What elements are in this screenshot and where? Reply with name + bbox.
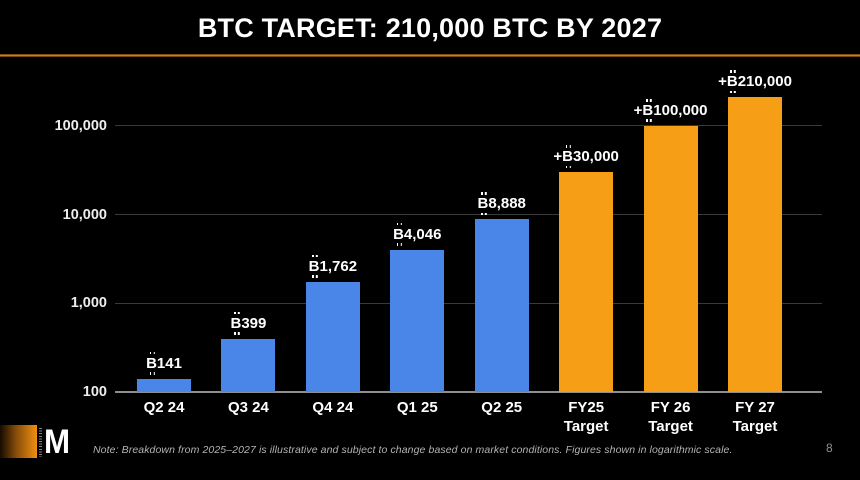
bar bbox=[559, 172, 614, 392]
x-axis-tick-label: FY 27 Target bbox=[732, 399, 778, 435]
btc-icon: B bbox=[726, 70, 738, 94]
bar-value-label: +B210,000 bbox=[718, 70, 792, 94]
x-axis-tick-label: FY25 Target bbox=[563, 399, 609, 435]
x-axis-tick-label: FY 26 Target bbox=[648, 399, 693, 435]
slide-title: BTC TARGET: 210,000 BTC BY 2027 bbox=[197, 13, 663, 43]
btc-icon: B bbox=[308, 254, 320, 278]
metaplanet-logo: M bbox=[0, 421, 80, 463]
gridline bbox=[115, 302, 822, 304]
gridline bbox=[115, 125, 822, 127]
btc-icon: B bbox=[393, 222, 404, 246]
footnote: Note: Breakdown from 2025–2027 is illust… bbox=[93, 444, 733, 456]
bar-value-label: B141 bbox=[146, 351, 182, 375]
y-axis-tick-label: 1,000 bbox=[70, 295, 107, 312]
bar bbox=[305, 281, 360, 392]
bar bbox=[137, 378, 191, 392]
logo-m-letter: M bbox=[44, 423, 71, 461]
btc-icon: B bbox=[562, 145, 573, 169]
gridline bbox=[115, 214, 822, 216]
title-divider bbox=[0, 54, 860, 57]
x-axis-tick-label: Q4 24 bbox=[312, 399, 354, 416]
btc-icon: B bbox=[230, 311, 242, 335]
x-axis-tick-label: Q3 24 bbox=[227, 399, 269, 416]
logo-vertical-text bbox=[39, 428, 42, 457]
bar-value-label: B1,762 bbox=[308, 254, 358, 278]
btc-icon: B bbox=[642, 98, 654, 122]
btc-icon: B bbox=[146, 351, 157, 375]
bar bbox=[643, 125, 698, 392]
page-number: 8 bbox=[826, 441, 833, 455]
y-axis-tick-label: 100,000 bbox=[54, 117, 107, 134]
x-axis-tick-label: Q2 24 bbox=[143, 399, 185, 416]
logo-orange-square bbox=[0, 425, 37, 458]
bar bbox=[474, 219, 529, 392]
y-axis-tick-label: 100 bbox=[82, 384, 107, 400]
bar-value-label: +B100,000 bbox=[633, 98, 708, 122]
bar-value-label: B399 bbox=[230, 311, 267, 335]
bar-value-label: +B30,000 bbox=[553, 145, 619, 169]
y-axis-tick-label: 10,000 bbox=[62, 206, 107, 223]
x-axis-tick-label: Q1 25 bbox=[396, 399, 438, 416]
x-axis-baseline bbox=[115, 391, 822, 393]
bar bbox=[390, 249, 445, 392]
bar-value-label: B4,046 bbox=[393, 222, 442, 246]
bar-value-label: B8,888 bbox=[477, 192, 526, 216]
x-axis-tick-label: Q2 25 bbox=[481, 399, 523, 416]
btc-icon: B bbox=[477, 192, 489, 216]
bar bbox=[728, 97, 782, 392]
bar bbox=[221, 338, 276, 392]
